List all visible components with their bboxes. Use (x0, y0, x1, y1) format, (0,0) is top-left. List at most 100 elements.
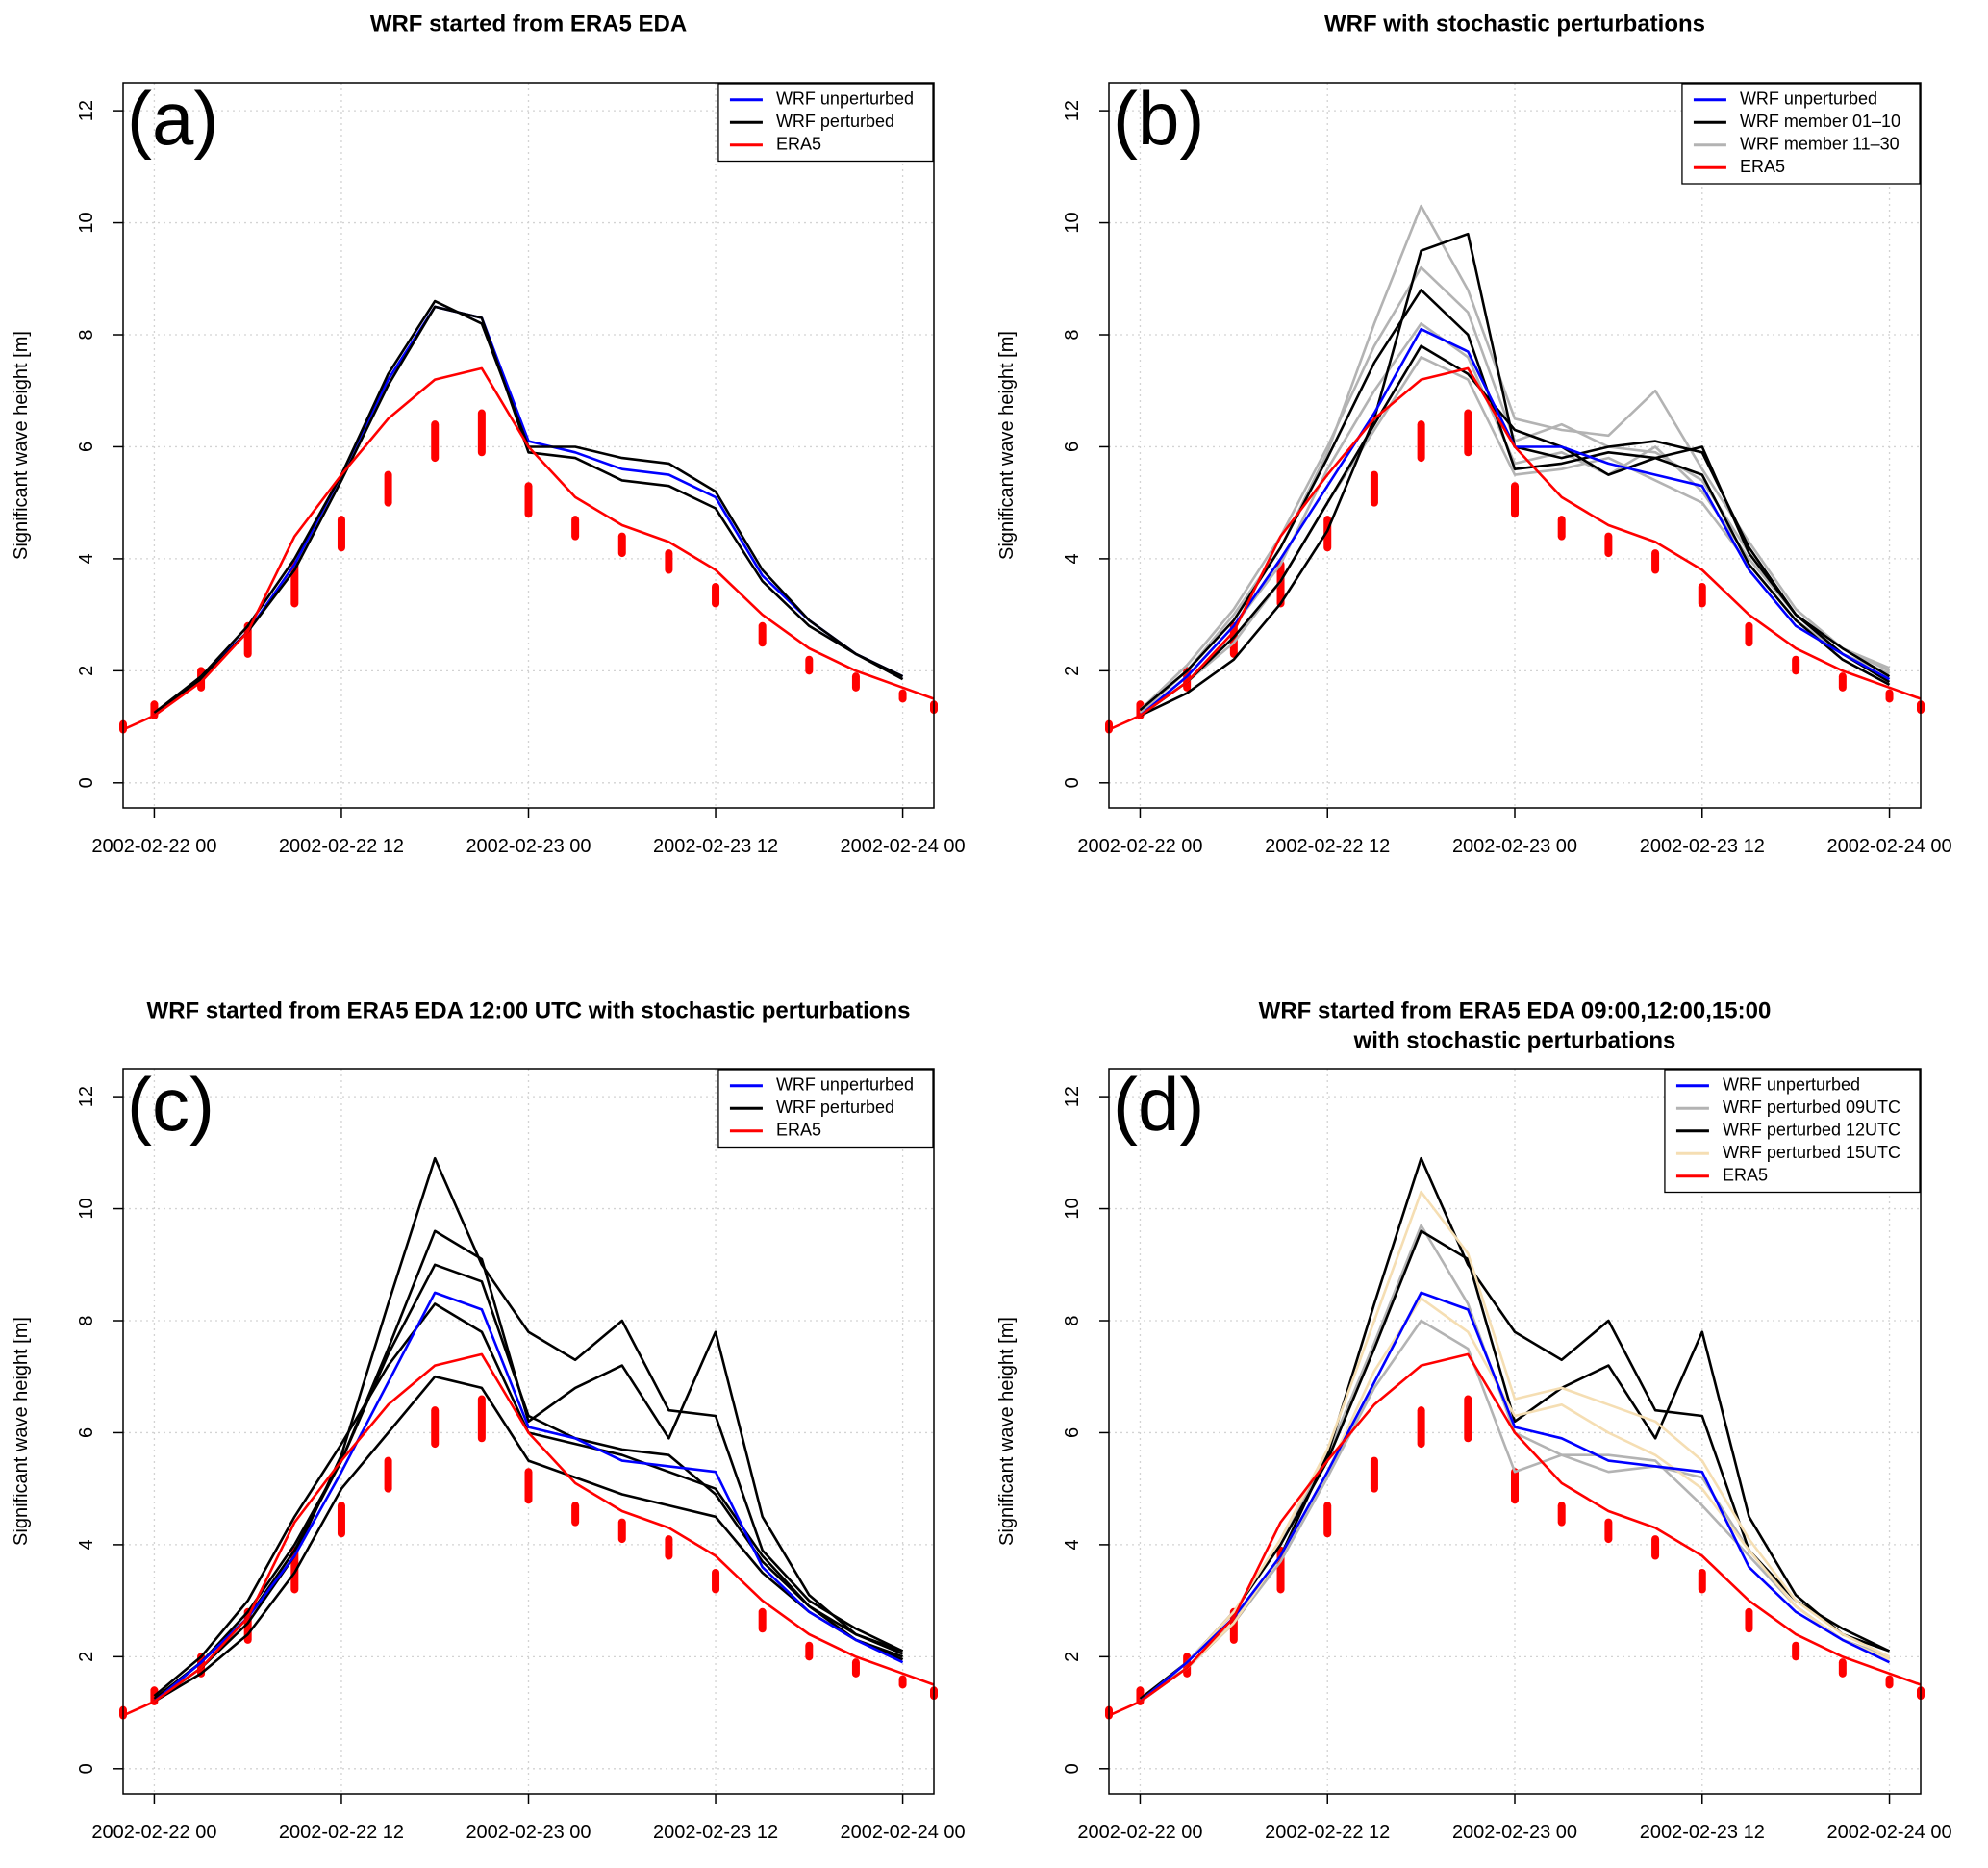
y-tick-label: 8 (76, 329, 97, 340)
series-line (153, 305, 904, 717)
y-axis-label: Significant wave height [m] (11, 1317, 32, 1546)
series-line (153, 1375, 904, 1704)
y-tick-label: 4 (1062, 553, 1083, 564)
panel: WRF started from ERA5 EDA 09:00,12:00,15… (996, 997, 1952, 1843)
y-tick-label: 2 (1062, 666, 1083, 676)
legend-label: WRF perturbed (776, 112, 894, 131)
y-tick-label: 6 (76, 1427, 97, 1438)
legend-label: WRF perturbed 15UTC (1723, 1143, 1900, 1162)
y-tick-label: 8 (1062, 1315, 1083, 1325)
chart-title: WRF started from ERA5 EDA (370, 11, 687, 37)
x-tick-label: 2002-02-22 12 (279, 1822, 404, 1843)
y-tick-label: 12 (76, 100, 97, 121)
x-tick-label: 2002-02-22 00 (1077, 1822, 1202, 1843)
legend-label: WRF unperturbed (776, 1075, 914, 1095)
chart-title: WRF started from ERA5 EDA 09:00,12:00,15… (1259, 997, 1772, 1023)
x-tick-label: 2002-02-23 12 (1640, 1822, 1765, 1843)
y-axis-label: Significant wave height [m] (996, 331, 1018, 560)
panel-label: (b) (1113, 76, 1204, 161)
legend-label: ERA5 (1740, 157, 1785, 176)
y-tick-label: 0 (1062, 1763, 1083, 1774)
x-tick-label: 2002-02-22 00 (91, 836, 216, 857)
chart-title: WRF started from ERA5 EDA 12:00 UTC with… (147, 997, 911, 1023)
series-line (153, 1229, 904, 1701)
legend-label: WRF unperturbed (776, 89, 914, 109)
series-line (153, 305, 904, 717)
legend-label: ERA5 (776, 1121, 821, 1140)
legend-label: WRF unperturbed (1723, 1075, 1860, 1095)
x-tick-label: 2002-02-24 00 (1826, 1822, 1951, 1843)
x-tick-label: 2002-02-22 12 (1265, 1822, 1390, 1843)
legend-label: ERA5 (1723, 1166, 1768, 1185)
panel-label: (c) (127, 1062, 214, 1147)
x-tick-label: 2002-02-22 00 (1077, 836, 1202, 857)
x-tick-label: 2002-02-23 00 (466, 836, 591, 857)
x-tick-label: 2002-02-22 12 (279, 836, 404, 857)
y-tick-label: 8 (1062, 329, 1083, 340)
y-axis-label: Significant wave height [m] (11, 331, 32, 560)
chart-title: with stochastic perturbations (1353, 1027, 1676, 1053)
series-line (122, 1352, 935, 1717)
x-tick-label: 2002-02-23 00 (466, 1822, 591, 1843)
legend-label: WRF perturbed (776, 1098, 894, 1117)
y-tick-label: 6 (1062, 442, 1083, 452)
series-line (122, 366, 935, 731)
y-tick-label: 2 (76, 1652, 97, 1662)
panel: WRF with stochastic perturbations 0 2 4 6 8 10… (996, 11, 1952, 857)
legend-label: ERA5 (776, 135, 821, 154)
y-tick-label: 4 (1062, 1539, 1083, 1550)
series-line (1108, 1352, 1922, 1717)
panel-label: (a) (127, 76, 218, 161)
x-tick-label: 2002-02-22 12 (1265, 836, 1390, 857)
y-tick-label: 0 (1062, 777, 1083, 788)
legend-label: WRF unperturbed (1740, 89, 1877, 109)
x-tick-label: 2002-02-24 00 (841, 836, 966, 857)
legend-label: WRF member 01–10 (1740, 112, 1900, 131)
legend-label: WRF perturbed 09UTC (1723, 1098, 1900, 1117)
chart-title: WRF with stochastic perturbations (1324, 11, 1705, 37)
x-tick-label: 2002-02-23 00 (1452, 1822, 1577, 1843)
y-tick-label: 12 (76, 1086, 97, 1107)
series-line (1139, 1319, 1890, 1701)
y-tick-label: 10 (76, 212, 97, 233)
legend: WRF unperturbed WRF perturbed 09UTC WRF pe… (1664, 1069, 1921, 1194)
panel: WRF started from ERA5 EDA 12:00 UTC with… (11, 997, 966, 1843)
panel: WRF started from ERA5 EDA 0 2 4 6 8 10 12 2002-0… (11, 11, 966, 857)
y-tick-label: 10 (1062, 212, 1083, 233)
y-tick-label: 4 (76, 553, 97, 564)
x-tick-label: 2002-02-24 00 (1826, 836, 1951, 857)
y-tick-label: 10 (1062, 1198, 1083, 1219)
y-tick-label: 2 (76, 666, 97, 676)
x-tick-label: 2002-02-23 00 (1452, 836, 1577, 857)
series-line (1139, 1229, 1890, 1701)
series-line (1139, 1291, 1891, 1703)
y-tick-label: 2 (1062, 1652, 1083, 1662)
legend-label: WRF member 11–30 (1740, 135, 1900, 154)
x-tick-label: 2002-02-23 12 (653, 836, 778, 857)
y-tick-label: 6 (1062, 1427, 1083, 1438)
y-tick-label: 6 (76, 442, 97, 452)
x-tick-label: 2002-02-22 00 (91, 1822, 216, 1843)
legend: WRF unperturbed WRF member 01–10 WRF membe… (1681, 83, 1921, 185)
x-tick-label: 2002-02-23 12 (653, 1822, 778, 1843)
x-tick-label: 2002-02-24 00 (841, 1822, 966, 1843)
x-tick-label: 2002-02-23 12 (1640, 836, 1765, 857)
series-line (1139, 356, 1891, 717)
panel-label: (d) (1113, 1062, 1204, 1147)
series-line (1139, 322, 1891, 717)
y-tick-label: 0 (76, 777, 97, 788)
legend: WRF unperturbed WRF perturbed ERA5 (717, 83, 934, 163)
series-line (153, 1263, 904, 1703)
series-line (153, 1291, 904, 1703)
y-tick-label: 4 (76, 1539, 97, 1550)
y-tick-label: 10 (76, 1198, 97, 1219)
y-tick-label: 0 (76, 1763, 97, 1774)
y-tick-label: 12 (1062, 1086, 1083, 1107)
series-line (1108, 366, 1922, 731)
legend: WRF unperturbed WRF perturbed ERA5 (717, 1069, 934, 1149)
series-line (1139, 1190, 1891, 1703)
legend-label: WRF perturbed 12UTC (1723, 1121, 1900, 1140)
y-axis-label: Significant wave height [m] (996, 1317, 1018, 1546)
